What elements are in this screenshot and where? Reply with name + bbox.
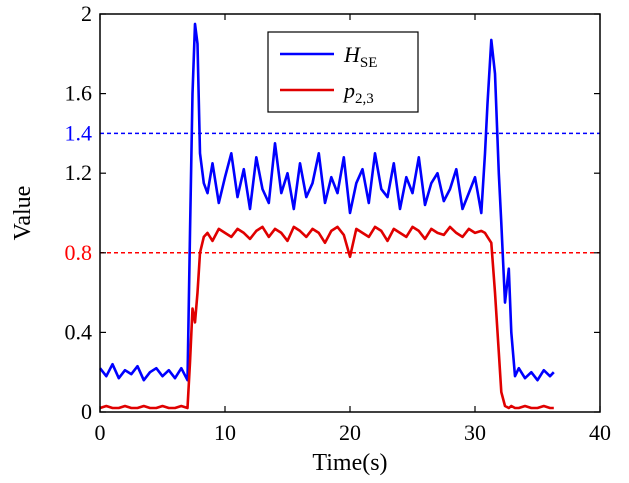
threshold-label-0: 1.4 — [65, 120, 93, 145]
legend-box — [267, 31, 419, 113]
x-tick-label: 20 — [339, 420, 361, 445]
x-axis-label: Time(s) — [312, 450, 387, 476]
series-line-1 — [99, 225, 554, 410]
x-tick-label: 10 — [214, 420, 236, 445]
y-tick-label: 2 — [81, 1, 92, 26]
x-tick-label: 0 — [95, 420, 106, 445]
tick-labels: 1.40.800.41.21.620 10 20 30 40 — [65, 1, 612, 445]
legend: HSE p2,3 — [267, 31, 419, 113]
legend-label-1: p2,3 — [342, 78, 374, 107]
legend-label-0: HSE — [343, 42, 377, 71]
series-layer — [98, 22, 555, 410]
series-line-0 — [98, 22, 555, 382]
y-tick-label: 1.2 — [65, 160, 93, 185]
x-tick-label: 30 — [464, 420, 486, 445]
x-tick-label: 40 — [589, 420, 611, 445]
axis-ticks — [99, 13, 601, 413]
threshold-label-1: 0.8 — [65, 240, 93, 265]
threshold-lines — [100, 132, 600, 254]
y-tick-label: 0.4 — [65, 319, 93, 344]
y-tick-label: 0 — [81, 399, 92, 424]
y-tick-label: 1.6 — [65, 81, 93, 106]
y-axis-label: Value — [10, 186, 36, 241]
